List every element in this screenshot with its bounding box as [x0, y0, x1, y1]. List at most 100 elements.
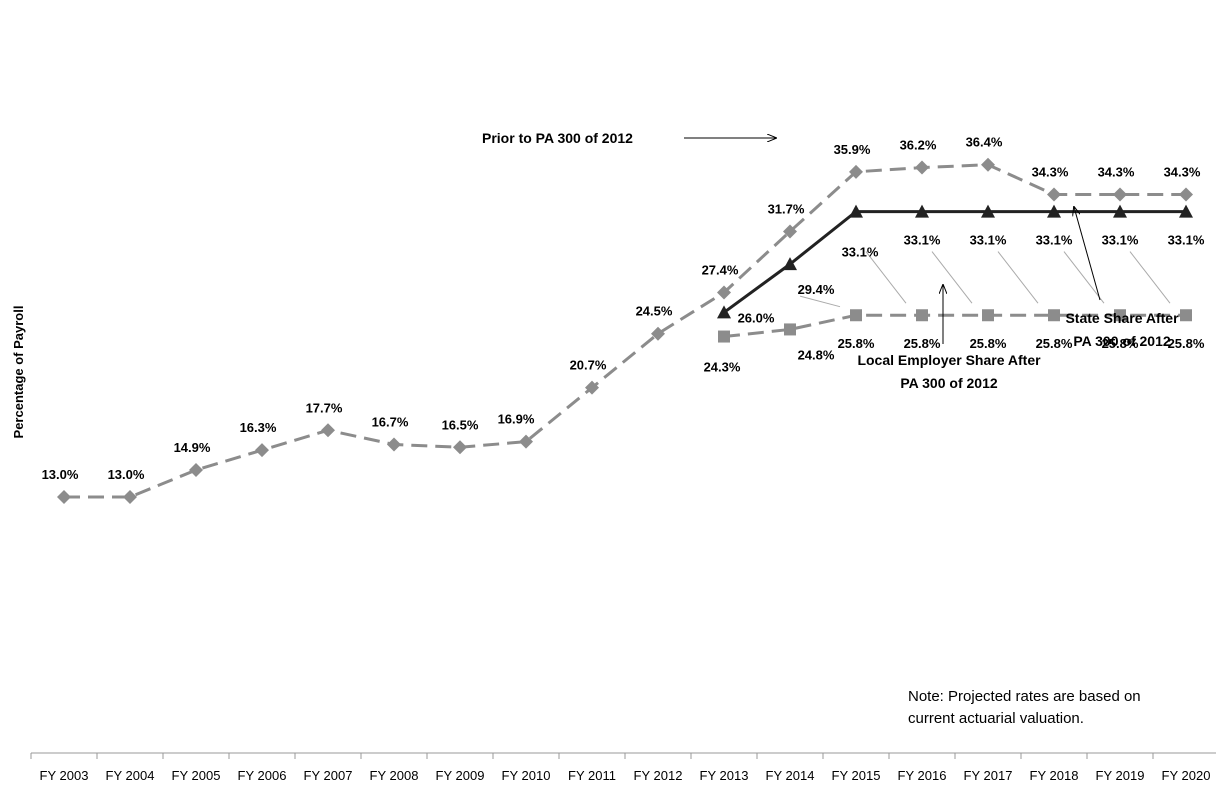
series-line [723, 313, 1186, 339]
data-point [915, 160, 929, 175]
data-label: 26.0% [738, 310, 775, 325]
data-point [718, 330, 730, 343]
data-label: 34.3% [1098, 165, 1135, 180]
data-point [850, 309, 862, 322]
data-point [321, 423, 335, 438]
series-3 [718, 309, 1192, 343]
data-point [1179, 187, 1193, 202]
data-point [453, 440, 467, 455]
x-tick-label: FY 2016 [898, 768, 947, 783]
data-label: 27.4% [702, 263, 739, 278]
data-point [982, 309, 994, 322]
data-label: 33.1% [1168, 233, 1205, 248]
data-point [387, 437, 401, 452]
x-tick-label: FY 2008 [370, 768, 419, 783]
data-label: 35.9% [834, 142, 871, 157]
data-point [1179, 204, 1193, 218]
data-label: 16.9% [498, 412, 535, 427]
data-label: 16.7% [372, 414, 409, 429]
x-tick-label: FY 2020 [1162, 768, 1211, 783]
data-label: 31.7% [768, 201, 805, 216]
data-point [255, 443, 269, 458]
hatch-line [1129, 251, 1171, 304]
data-point [717, 305, 731, 319]
data-label: 33.1% [904, 233, 941, 248]
data-point [1047, 187, 1061, 202]
x-tick-label: FY 2014 [766, 768, 815, 783]
annotation-local-line1: Local Employer Share After [857, 352, 1041, 368]
data-label: 16.3% [240, 420, 277, 435]
data-point [717, 285, 731, 300]
x-tick-label: FY 2011 [568, 768, 616, 783]
data-label: 17.7% [306, 400, 343, 415]
data-label: 33.1% [1102, 233, 1139, 248]
data-label: 20.7% [570, 358, 607, 373]
data-label: 33.1% [842, 245, 879, 260]
data-label: 25.8% [838, 336, 875, 351]
data-point [849, 164, 863, 179]
x-tick-label: FY 2010 [502, 768, 551, 783]
data-label: 13.0% [42, 467, 79, 482]
x-tick-label: FY 2012 [634, 768, 683, 783]
x-tick-label: FY 2009 [436, 768, 485, 783]
x-tick-label: FY 2013 [700, 768, 749, 783]
data-label: 16.5% [442, 417, 479, 432]
x-tick-label: FY 2018 [1030, 768, 1079, 783]
state-share-hatch [799, 251, 1171, 308]
series-1 [57, 157, 1193, 504]
data-point [1114, 309, 1126, 322]
data-point [585, 380, 599, 395]
annotation-local-line2: PA 300 of 2012 [900, 375, 997, 391]
annotation-prior: Prior to PA 300 of 2012 [482, 130, 633, 146]
chart-note-line1: Note: Projected rates are based on [908, 688, 1141, 705]
data-label: 24.3% [704, 360, 741, 375]
data-point [1047, 204, 1061, 218]
hatch-line [931, 251, 973, 304]
data-point [981, 157, 995, 172]
data-label: 33.1% [970, 233, 1007, 248]
data-label: 36.2% [900, 138, 937, 153]
series-line [723, 210, 1186, 314]
data-label: 25.8% [904, 336, 941, 351]
data-point [651, 326, 665, 341]
annotation-state-arrow [1074, 207, 1101, 301]
data-point [57, 490, 71, 504]
data-label: 24.5% [636, 304, 673, 319]
data-point [1048, 309, 1060, 322]
x-tick-label: FY 2007 [304, 768, 353, 783]
data-point [981, 204, 995, 218]
x-tick-label: FY 2004 [106, 768, 155, 783]
data-label: 25.8% [1102, 336, 1139, 351]
x-tick-label: FY 2015 [832, 768, 881, 783]
chart-note-line2: current actuarial valuation. [908, 710, 1084, 727]
data-label: 24.8% [798, 347, 835, 362]
annotation-state-line1: State Share After [1065, 310, 1179, 326]
data-point [784, 323, 796, 336]
x-tick-label: FY 2003 [40, 768, 89, 783]
hatch-line [1063, 251, 1105, 304]
data-point [783, 257, 797, 271]
data-point [189, 463, 203, 478]
data-label: 33.1% [1036, 233, 1073, 248]
data-point [916, 309, 928, 322]
data-point [915, 204, 929, 218]
data-point [123, 490, 137, 504]
data-label: 25.8% [970, 336, 1007, 351]
chart-note: Note: Projected rates are based on curre… [908, 686, 1208, 730]
data-label: 34.3% [1032, 165, 1069, 180]
x-tick-label: FY 2017 [964, 768, 1013, 783]
series-2 [717, 204, 1193, 319]
data-point [1180, 309, 1192, 322]
data-label: 25.8% [1036, 336, 1073, 351]
data-label: 13.0% [108, 467, 145, 482]
data-point [1113, 204, 1127, 218]
data-point [519, 434, 533, 449]
data-label: 36.4% [966, 135, 1003, 150]
series-line [64, 163, 1186, 499]
data-label: 34.3% [1164, 165, 1201, 180]
x-tick-label: FY 2019 [1096, 768, 1145, 783]
x-tick-label: FY 2005 [172, 768, 221, 783]
y-axis-label: Percentage of Payroll [11, 306, 26, 439]
data-label: 25.8% [1168, 336, 1205, 351]
